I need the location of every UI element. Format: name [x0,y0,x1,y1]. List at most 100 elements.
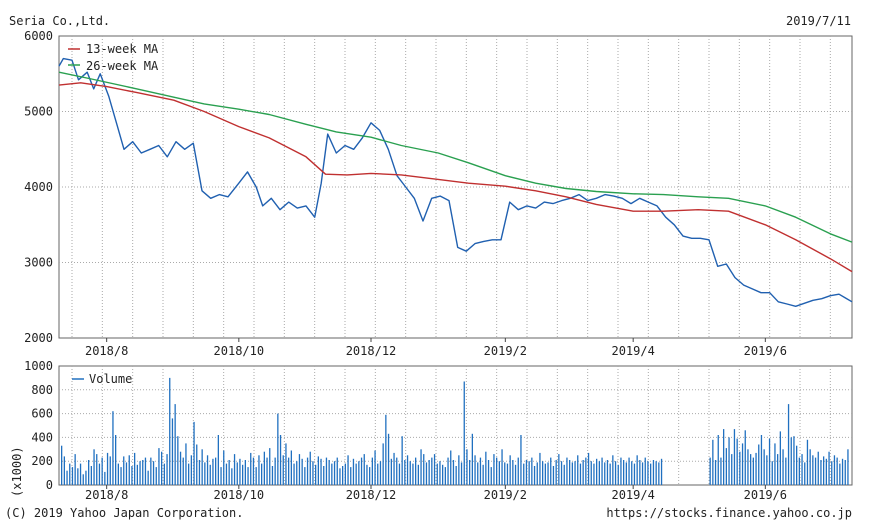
y-tick-label: 600 [31,407,53,421]
volume-bar [325,457,328,485]
volume-bar [144,457,147,485]
volume-bar [766,455,768,486]
volume-bar [409,461,411,485]
volume-bar [720,457,722,485]
volume-bar [182,457,184,485]
volume-bar [147,470,149,485]
volume-bar [285,443,287,485]
volume-bar [544,463,546,485]
volume-bar [217,435,219,485]
volume-bar [179,451,182,485]
volume-bar [763,449,765,485]
volume-bar [188,463,190,485]
volume-bar [574,461,576,485]
volume-bar [379,461,382,485]
volume-bar [439,461,441,485]
volume-bar [771,461,773,485]
volume-bar [271,466,274,485]
volume-bar [539,452,541,485]
volume-bar [479,457,482,485]
volume-bar [606,460,609,485]
volume-bar [423,454,425,485]
volume-bar [290,450,292,485]
volume-bar [477,462,479,485]
volume-bar [98,463,101,485]
volume-bar [387,433,390,485]
volume-bar [641,462,644,485]
volume-bar [714,460,717,485]
volume-bar [820,460,822,485]
volume-bar [814,457,817,485]
volume-bar [88,460,90,485]
volume-bar [106,452,109,485]
volume-bar [247,467,249,485]
volume-bar [306,457,309,485]
volume-bar [571,462,573,485]
x-tick-label: 2019/2 [484,344,527,358]
volume-bar [528,461,530,485]
volume-bar [142,460,144,485]
volume-bar [617,464,619,485]
volume-bar [487,460,490,485]
volume-bar [566,457,568,485]
volume-bar [490,467,492,485]
volume-bar [244,460,246,485]
volume-bar [817,451,819,485]
volume-bars [61,377,849,486]
copyright-text: (C) 2019 Yahoo Japan Corporation. [5,506,244,520]
company-name: Seria Co.,Ltd. [9,14,111,28]
volume-bar [123,456,125,485]
volume-bar [93,449,95,485]
volume-bar [390,458,392,485]
legend-13-week-ma-label: 13-week MA [86,42,159,56]
volume-bar [293,463,295,485]
volume-bar [485,451,487,485]
volume-bar [755,452,757,485]
volume-bar [382,443,384,485]
volume-bar [63,456,65,485]
y-tick-label: 0 [46,478,53,492]
volume-bar [474,455,476,486]
y-tick-label: 5000 [24,105,53,119]
ma13-line [58,82,853,273]
volume-bar [798,457,800,485]
source-url-link[interactable]: https://stocks.finance.yahoo.co.jp [606,506,852,520]
volume-bar [552,466,555,485]
volume-bar [836,457,838,485]
volume-bar [733,429,736,485]
volume-bar [736,438,738,485]
volume-bar [660,458,663,485]
volume-bar [739,451,741,485]
volume-bar [112,411,114,485]
volume-bar [779,431,781,485]
volume-bar [560,461,563,485]
volume-bar [760,435,763,485]
volume-bar [374,450,376,485]
volume-bar [847,449,849,485]
volume-bar [812,455,814,486]
volume-bar [647,461,649,485]
volume-bar [525,460,528,485]
volume-bar [193,421,195,485]
volume-bar [371,457,373,485]
volume-bar [731,454,733,485]
volume-bar [841,458,844,485]
volume-bar [204,462,206,485]
volume-bar [201,449,203,485]
volume-bar [347,455,349,486]
y-tick-label: 3000 [24,256,53,270]
volume-bar [288,457,290,485]
volume-bar [331,463,333,485]
volume-bar [709,457,711,485]
price-line [58,57,853,307]
volume-bar [636,455,638,486]
y-tick-label: 200 [31,454,53,468]
volume-bar [125,462,128,485]
volume-bar [250,452,252,485]
volume-bar [844,460,846,485]
y-tick-label: 4000 [24,180,53,194]
price-legend: 13-week MA 26-week MA [68,42,159,73]
price-panel: 6000 5000 4000 3000 2000 2018/8 2018/10 2018/1… [24,29,853,358]
volume-bar [120,467,122,485]
volume-bar [134,452,136,485]
